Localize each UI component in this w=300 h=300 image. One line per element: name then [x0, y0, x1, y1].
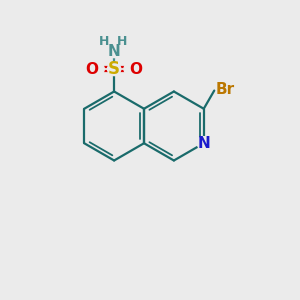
Circle shape — [197, 137, 210, 150]
Circle shape — [124, 62, 137, 76]
Circle shape — [91, 62, 104, 76]
Text: O: O — [130, 61, 142, 76]
Text: H: H — [117, 35, 128, 48]
Text: H: H — [99, 35, 110, 48]
Circle shape — [107, 62, 121, 76]
Text: N: N — [197, 136, 210, 151]
Circle shape — [217, 81, 234, 98]
Text: N: N — [108, 44, 121, 59]
Text: Br: Br — [216, 82, 235, 97]
Circle shape — [107, 44, 121, 58]
Text: S: S — [108, 60, 120, 78]
Text: O: O — [86, 61, 99, 76]
